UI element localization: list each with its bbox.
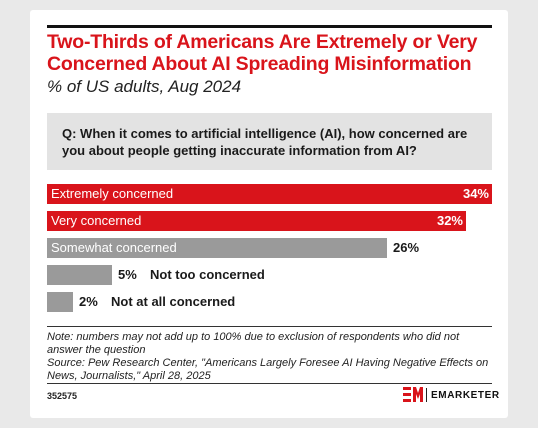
footer-rule [47,326,492,327]
chart-id: 352575 [47,391,78,401]
chart-subtitle: % of US adults, Aug 2024 [47,77,242,96]
bar-somewhat-concerned: Somewhat concerned [47,238,387,258]
survey-question: Q: When it comes to artificial intellige… [47,113,492,170]
bar-not-at-all-concerned [47,292,73,312]
bar-value-label: 5% [118,267,137,282]
bottom-rule [47,383,492,384]
bar-category-label: Very concerned [51,213,142,228]
bar-value-label: 34% [462,186,489,201]
chart-title: Two-Thirds of Americans Are Extremely or… [47,31,478,75]
top-rule [47,25,492,28]
bar-very-concerned: Very concerned 32% [47,211,466,231]
bar-category-label: Not at all concerned [111,294,236,309]
chart-source: Source: Pew Research Center, "Americans … [47,357,489,382]
logo-separator [426,388,427,402]
bar-category-label: Not too concerned [150,267,265,282]
emarketer-logo: EMARKETER [403,386,500,404]
em-logo-icon [403,387,423,403]
brand-name: EMARKETER [431,389,500,401]
bar-not-too-concerned [47,265,112,285]
bar-value-label: 32% [436,213,463,228]
chart-note: Note: numbers may not add up to 100% due… [47,331,460,356]
bar-extremely-concerned: Extremely concerned 34% [47,184,492,204]
bar-category-label: Somewhat concerned [51,240,177,255]
bar-value-label: 26% [393,240,420,255]
bar-value-label: 2% [79,294,98,309]
bar-category-label: Extremely concerned [51,186,174,201]
